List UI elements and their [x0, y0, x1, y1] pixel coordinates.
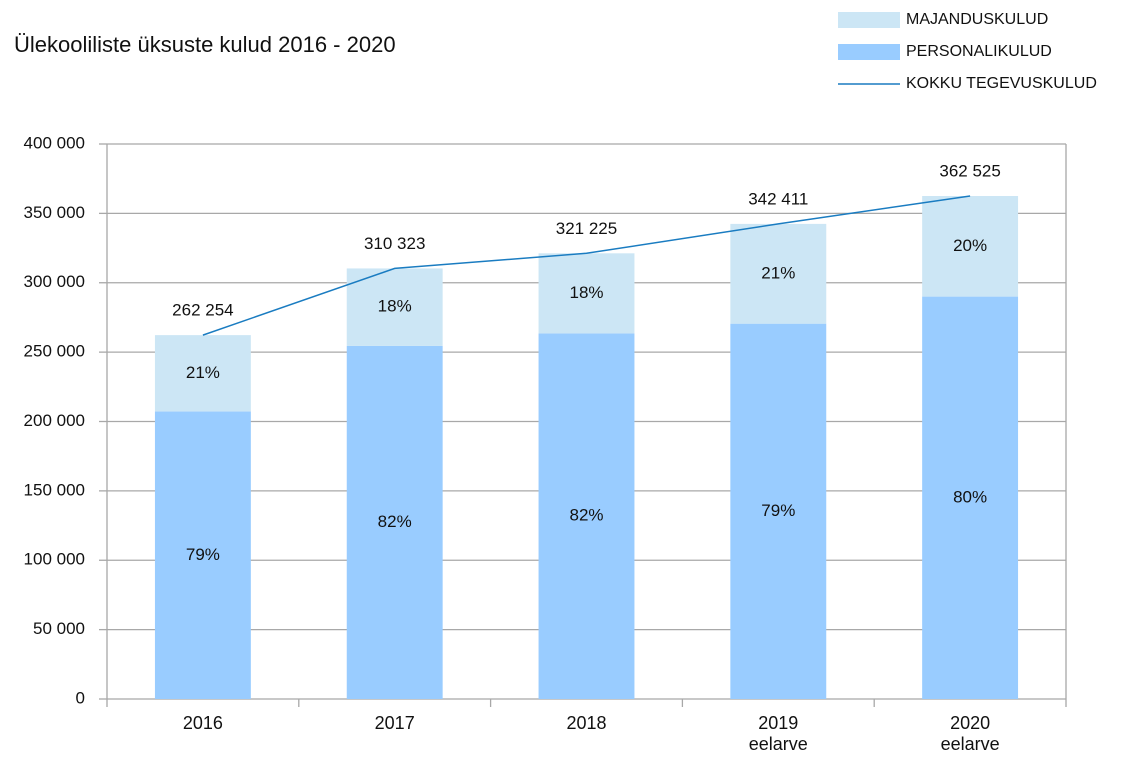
bar-segment [730, 323, 827, 699]
data-label: 79% [186, 545, 220, 564]
data-label: 82% [378, 512, 412, 531]
chart-title: Ülekooliliste üksuste kulud 2016 - 2020 [14, 32, 396, 57]
data-label: 18% [569, 283, 603, 302]
y-tick-label: 350 000 [24, 203, 85, 222]
x-tick-label: 2017 [374, 713, 415, 733]
data-label: 21% [186, 363, 220, 382]
y-tick-label: 200 000 [24, 411, 85, 430]
data-label: 342 411 [748, 189, 808, 208]
data-label: 18% [378, 297, 412, 316]
data-label: 20% [953, 236, 987, 255]
y-tick-label: 50 000 [33, 619, 85, 638]
bar-segment [154, 335, 251, 412]
bar-segment [538, 333, 635, 699]
legend-swatch [838, 12, 900, 28]
y-tick-label: 150 000 [24, 480, 85, 499]
y-tick-label: 250 000 [24, 342, 85, 361]
legend-label: MAJANDUSKULUD [906, 11, 1048, 28]
y-tick-label: 100 000 [24, 550, 85, 569]
bar-segment [346, 345, 443, 699]
bar-segment [922, 296, 1019, 699]
bar-segment [538, 253, 635, 334]
bar-segment [922, 195, 1019, 297]
data-label: 310 323 [364, 234, 425, 253]
y-tick-label: 0 [76, 688, 85, 707]
y-tick-label: 400 000 [24, 133, 85, 152]
data-label: 362 525 [939, 161, 1000, 180]
x-tick-label: 2016 [182, 713, 223, 733]
bar-segment [154, 411, 251, 699]
bar-segment [346, 268, 443, 346]
legend-swatch [838, 44, 900, 60]
data-label: 79% [761, 501, 795, 520]
data-label: 80% [953, 487, 987, 506]
x-tick-label: 2020 eelarve [940, 713, 1000, 754]
x-tick-label: 2018 [566, 713, 607, 733]
legend-label: KOKKU TEGEVUSKULUD [906, 75, 1097, 92]
bar-segment [730, 223, 827, 324]
x-tick-label: 2019 eelarve [748, 713, 808, 754]
legend-label: PERSONALIKULUD [906, 43, 1052, 60]
data-label: 21% [761, 263, 795, 282]
data-label: 82% [569, 506, 603, 525]
data-label: 262 254 [172, 301, 233, 320]
y-tick-label: 300 000 [24, 272, 85, 291]
total-line [202, 195, 971, 336]
data-label: 321 225 [556, 219, 617, 238]
